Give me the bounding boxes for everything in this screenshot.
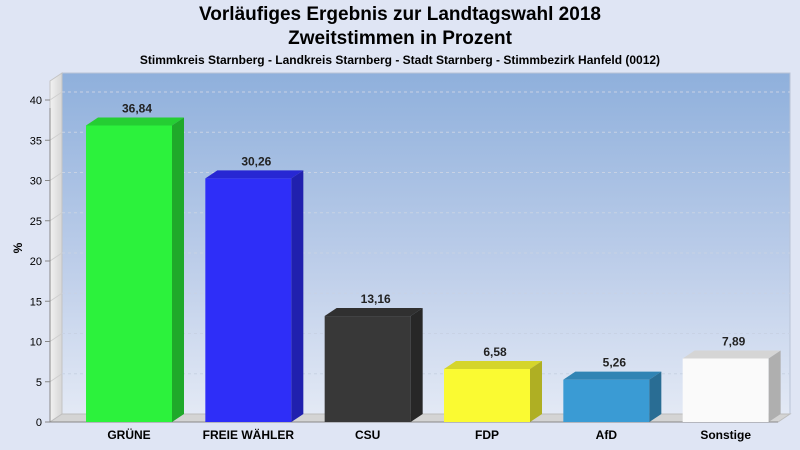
data-label: 13,16 (361, 292, 391, 306)
data-label: 5,26 (603, 356, 627, 370)
bar-side (768, 350, 781, 422)
bar-afd: 5,26 (563, 356, 662, 422)
bar-freie-wähler: 30,26 (205, 154, 304, 422)
y-tick-label: 30 (30, 176, 42, 188)
y-tick-label: 20 (30, 256, 42, 268)
y-tick-label: 40 (30, 95, 42, 107)
grid-line-side (49, 333, 63, 342)
grid-line-side (49, 212, 63, 222)
x-tick-label: FDP (475, 428, 499, 442)
x-tick-label: CSU (355, 428, 380, 442)
bar-top (444, 361, 542, 370)
bar-front (324, 316, 411, 422)
y-tick-label: 35 (30, 135, 42, 147)
side-wall (49, 72, 63, 423)
y-tick-label: 0 (36, 417, 42, 429)
grid-line-side (49, 131, 63, 141)
bar-side (291, 170, 304, 422)
bar-top (324, 308, 423, 317)
y-tick-label: 15 (30, 296, 42, 308)
y-tick-label: 25 (30, 216, 42, 228)
bar-front (86, 125, 172, 423)
bar-side (410, 308, 423, 422)
chart-caption: Stimmkreis Starnberg - Landkreis Starnbe… (139, 53, 661, 67)
bar-top (563, 371, 662, 380)
chart-subtitle: Zweitstimmen in Prozent (288, 28, 512, 49)
y-tick-label: 5 (36, 377, 42, 389)
bar-top (205, 170, 304, 179)
bars: 36,84 30,26 13,16 6,58 5,26 7,89 (86, 101, 781, 423)
data-label: 36,84 (122, 101, 152, 115)
grid-line-side (49, 292, 63, 302)
bar-front (563, 379, 650, 422)
bar-side (172, 117, 184, 423)
bar-front (205, 178, 292, 422)
y-axis-label: % (11, 242, 25, 253)
data-label: 7,89 (722, 334, 746, 348)
bar-top (86, 117, 184, 126)
x-axis: GRÜNE FREIE WÄHLER CSU FDP AfD Sonstige (107, 427, 751, 442)
bar-side (530, 361, 542, 422)
bar-grüne: 36,84 (86, 101, 184, 423)
x-tick-label: FREIE WÄHLER (203, 427, 295, 442)
chart-title: Vorläufiges Ergebnis zur Landtagswahl 20… (199, 4, 601, 25)
x-tick-label: AfD (596, 428, 618, 442)
bar-fdp: 6,58 (444, 345, 542, 422)
bar-front (444, 369, 530, 422)
x-tick-label: Sonstige (700, 428, 751, 442)
bar-front (682, 358, 769, 422)
grid-line-side (49, 172, 63, 181)
bar-csu: 13,16 (324, 292, 423, 422)
data-label: 30,26 (241, 154, 271, 168)
bar-side (649, 371, 662, 422)
data-label: 6,58 (483, 345, 507, 359)
y-tick-label: 10 (30, 337, 42, 349)
grid-line-side (49, 373, 63, 383)
grid-line-side (49, 252, 63, 262)
bar-top (682, 350, 781, 359)
grid-line-side (49, 91, 63, 101)
x-tick-label: GRÜNE (107, 427, 150, 442)
bar-sonstige: 7,89 (682, 334, 781, 422)
